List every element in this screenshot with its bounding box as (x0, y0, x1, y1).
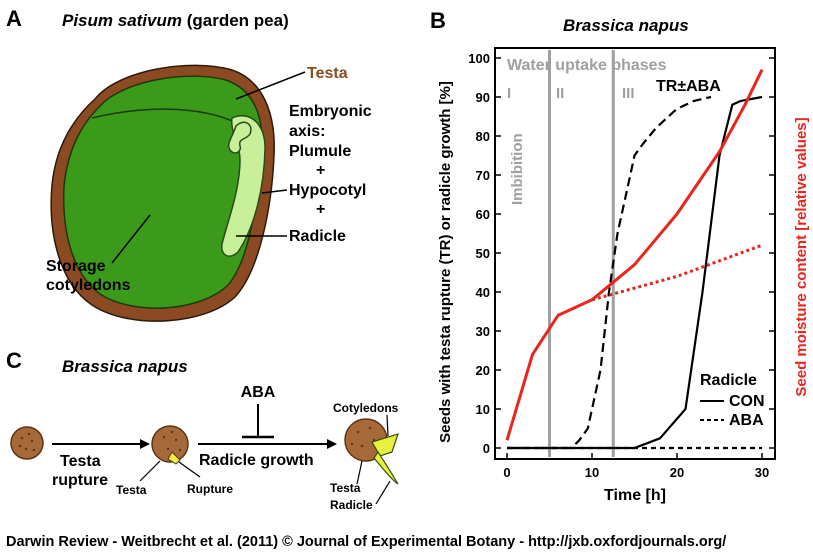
y-tick-label-40: 40 (476, 285, 490, 300)
pea-plumule (227, 121, 252, 154)
testa-label: Testa (307, 65, 348, 82)
y-tick-label-70: 70 (476, 168, 490, 183)
tr-aba-label: TR±ABA (656, 78, 721, 95)
panel-c: C Brassica napus Testa rupture Testa Rup… (6, 348, 399, 512)
testa-pointer (235, 71, 306, 100)
y-axis-ticks: 0 10 20 30 40 50 60 70 80 90 100 (468, 51, 775, 456)
imbibition-label: Imbibition (509, 133, 526, 205)
seed2-testa-label: Testa (116, 483, 147, 497)
phase-label-2: II (556, 85, 564, 102)
series-radicle-con (507, 95, 763, 450)
seed3-testa-pointer (356, 460, 363, 485)
panel-c-letter: C (6, 348, 22, 373)
pea-cotyledon (62, 75, 263, 309)
panel-b: B Brassica napus Water uptake phases I I… (430, 8, 810, 504)
y-tick-label-20: 20 (476, 363, 490, 378)
y-axis-title: Seeds with testa rupture (TR) or radicle… (437, 81, 454, 443)
seed3-radicle-pointer (375, 480, 391, 505)
seed-dry (10, 426, 44, 460)
x-tick-label-30: 30 (755, 465, 769, 480)
seed2-rupture-label: Rupture (187, 482, 233, 496)
series-moisture-con (505, 69, 764, 441)
x-tick-label-0: 0 (503, 465, 510, 480)
phase-label-1: I (507, 85, 511, 102)
radicle-legend: Radicle CON ABA (700, 372, 765, 429)
seed-germinated (344, 418, 399, 485)
panel-a-title: Pisum sativum (garden pea) (62, 11, 289, 30)
legend-title: Radicle (700, 372, 757, 389)
legend-con-label: CON (729, 393, 765, 410)
x-axis-title: Time [h] (604, 487, 666, 504)
x-tick-label-20: 20 (670, 465, 684, 480)
y2-axis-title: Seed moisture content [relative values] (793, 117, 810, 396)
panel-a: A Pisum sativum (garden pea) Testa Embry… (6, 6, 376, 322)
x-axis-ticks: 0 10 20 30 (503, 453, 769, 480)
y-tick-label-30: 30 (476, 324, 490, 339)
pea-embryonic-axis (221, 115, 266, 257)
rupture-opening (167, 451, 181, 465)
radicle-growth-label: Radicle growth (199, 452, 314, 469)
panel-b-letter: B (430, 8, 446, 33)
y-tick-label-100: 100 (468, 51, 490, 66)
storage-cotyledons-label: Storage cotyledons (46, 258, 131, 294)
ruptured-seed (151, 425, 189, 463)
y-tick-label-50: 50 (476, 246, 490, 261)
seed3-cotyledons-label: Cotyledons (333, 401, 399, 415)
panel-a-species-common: (garden pea) (182, 11, 289, 30)
y-tick-label-60: 60 (476, 207, 490, 222)
seed-ruptured (151, 425, 189, 465)
y-tick-label-90: 90 (476, 90, 490, 105)
phase-boundary-lines (548, 50, 615, 457)
dry-seed (10, 426, 44, 460)
testa-rupture-label: Testa rupture (52, 453, 108, 489)
hypocotyl-pointer (261, 189, 288, 194)
aba-label: ABA (241, 384, 276, 401)
emerging-cotyledons (371, 433, 399, 457)
legend-aba-label: ABA (729, 412, 764, 429)
embryonic-axis-label: Embryonic axis: Plumule + Hypocotyl + Ra… (289, 103, 376, 245)
seed3-testa-label: Testa (330, 481, 361, 495)
y-tick-label-0: 0 (483, 441, 490, 456)
phase-label-3: III (622, 85, 635, 102)
pea-seed-illustration (50, 64, 275, 322)
arrow-testa-rupture-head (140, 439, 150, 449)
y-tick-label-10: 10 (476, 402, 490, 417)
y-tick-label-80: 80 (476, 129, 490, 144)
emerging-radicle (373, 450, 399, 485)
series-tr-aba (507, 95, 712, 450)
panel-b-title: Brassica napus (563, 16, 689, 35)
storage-cotyledons-pointer (111, 214, 151, 264)
arrow-radicle-growth-head (327, 439, 337, 449)
x-tick-label-10: 10 (585, 465, 599, 480)
seed3-radicle-label: Radicle (330, 498, 373, 512)
seed2-testa-pointer (139, 460, 161, 482)
footer-credit: Darwin Review - Weitbrecht et al. (2011)… (6, 534, 726, 550)
panel-a-species-italic: Pisum sativum (62, 11, 182, 30)
panel-c-title: Brassica napus (62, 357, 188, 376)
series-layer (505, 69, 764, 450)
seed3-cotyledons-pointer (386, 414, 389, 437)
water-uptake-phases-label: Water uptake phases (507, 57, 667, 74)
panel-a-letter: A (6, 6, 22, 31)
seed2-rupture-pointer (178, 461, 201, 478)
